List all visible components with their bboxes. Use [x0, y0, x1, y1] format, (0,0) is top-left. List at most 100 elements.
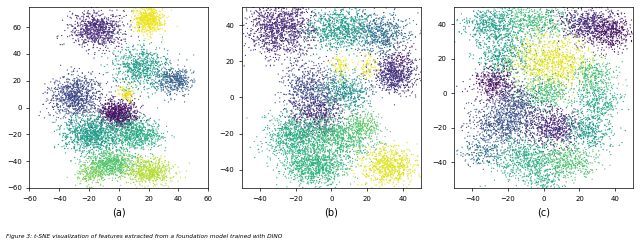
Point: [513, 51, 524, 55]
Point: [331, 67, 341, 70]
Point: [299, 83, 309, 87]
Point: [529, 131, 539, 135]
Point: [525, 120, 536, 123]
Point: [289, 115, 300, 119]
Point: [514, 121, 524, 125]
Point: [529, 93, 539, 97]
Point: [97, 119, 108, 123]
Point: [544, 168, 554, 172]
Point: [139, 57, 149, 61]
Point: [304, 138, 314, 142]
Point: [324, 3, 335, 7]
Point: [479, 31, 489, 35]
Point: [340, 99, 350, 103]
Point: [308, 78, 319, 81]
Point: [291, 12, 301, 15]
Point: [322, 97, 332, 101]
Point: [132, 133, 142, 137]
Point: [120, 112, 131, 116]
Point: [355, 15, 365, 19]
Point: [588, 116, 598, 120]
Point: [499, 111, 509, 115]
Point: [545, 57, 556, 61]
Point: [602, 105, 612, 109]
Point: [311, 136, 321, 140]
Point: [547, 172, 557, 176]
Point: [511, 170, 522, 174]
Point: [275, 4, 285, 8]
Point: [271, 37, 281, 41]
Point: [385, 70, 395, 74]
Point: [310, 103, 320, 107]
Point: [106, 116, 116, 120]
Point: [586, 73, 596, 77]
Point: [526, 111, 536, 115]
Point: [349, 142, 359, 146]
Point: [76, 101, 86, 105]
Point: [391, 55, 401, 59]
Point: [396, 74, 406, 78]
Point: [136, 165, 146, 169]
Point: [280, 0, 291, 3]
Point: [296, 166, 307, 170]
Point: [103, 33, 113, 36]
Point: [284, 27, 294, 30]
Point: [323, 141, 333, 145]
Point: [545, 58, 555, 61]
Point: [83, 9, 93, 13]
Point: [349, 108, 359, 112]
Point: [84, 36, 94, 40]
Point: [541, 146, 552, 149]
Point: [537, 128, 547, 132]
Point: [387, 33, 397, 37]
Point: [500, 23, 510, 27]
Point: [314, 127, 324, 131]
Point: [527, 21, 538, 25]
Point: [547, 21, 557, 25]
Point: [104, 157, 114, 161]
Point: [514, 90, 524, 94]
Point: [510, 104, 520, 107]
Point: [605, 33, 616, 37]
Point: [63, 72, 74, 76]
Point: [72, 86, 83, 90]
Point: [154, 118, 164, 122]
Point: [97, 168, 108, 172]
Point: [361, 25, 371, 28]
Point: [495, 128, 505, 132]
Point: [492, 140, 502, 143]
Point: [342, 140, 352, 143]
Point: [110, 117, 120, 121]
Point: [329, 139, 339, 142]
Point: [95, 131, 106, 135]
Point: [115, 116, 125, 120]
Point: [294, 103, 304, 107]
Point: [148, 67, 158, 71]
Point: [314, 5, 324, 9]
Point: [372, 51, 382, 55]
Point: [579, 54, 589, 58]
Point: [311, 30, 321, 34]
Point: [348, 119, 358, 123]
Point: [292, 44, 302, 48]
Point: [569, 107, 579, 111]
Point: [346, 43, 356, 47]
Point: [566, 167, 577, 171]
Point: [295, 127, 305, 131]
Point: [598, 21, 609, 25]
Point: [133, 167, 143, 171]
Point: [324, 90, 334, 94]
Point: [108, 32, 118, 35]
Point: [529, 58, 539, 62]
Point: [580, 62, 591, 66]
Point: [482, 149, 492, 153]
Point: [177, 69, 187, 73]
Point: [293, 36, 303, 40]
Point: [292, 11, 303, 14]
Point: [339, 81, 349, 85]
Point: [602, 68, 612, 72]
Point: [480, 14, 490, 18]
Point: [475, 154, 485, 158]
Point: [401, 45, 412, 49]
Point: [535, 175, 545, 179]
